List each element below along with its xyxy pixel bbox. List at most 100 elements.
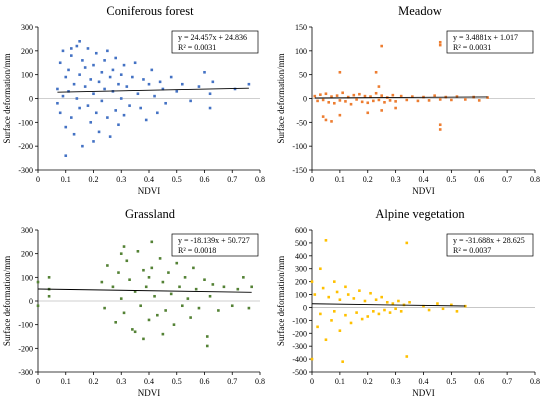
data-point [310,280,314,283]
data-point [333,280,336,283]
data-point [78,40,81,43]
data-point [78,106,81,110]
data-point [438,40,442,44]
data-point [394,307,397,311]
data-point [133,330,137,334]
data-point [150,266,154,270]
chart-panel-1: Coniferous forest3002001000-100-200-3000… [2,4,265,196]
data-point [61,94,65,98]
x-tick-label: 0.5 [446,175,456,184]
data-point [97,130,101,134]
data-point [175,261,179,265]
data-point [388,311,392,314]
y-tick-label: 50 [299,71,307,80]
data-point [139,106,142,110]
data-point [319,93,322,96]
data-point [247,306,251,310]
data-point [161,87,165,91]
data-point [114,321,117,324]
y-tick-label: -50 [296,118,307,127]
data-point [321,98,325,102]
data-point [363,299,367,303]
y-tick-label: 100 [295,47,307,56]
data-point [208,106,212,110]
data-point [405,98,409,102]
r-squared: R² = 0.0018 [178,246,216,255]
data-point [324,239,328,242]
data-point [78,73,81,76]
trendline [314,96,488,99]
trendline-equation: y = -18.139x + 50.727 [178,236,250,245]
data-point [372,99,375,103]
data-point [391,302,395,305]
data-point [310,357,314,361]
data-point [125,259,129,263]
data-point [236,287,240,291]
x-axis-label: NDVI [412,388,435,398]
y-tick-label: 150 [295,23,307,32]
y-axis-label: Surface deformation/mm [2,256,12,346]
data-point [36,280,40,284]
y-tick-label: -200 [18,344,33,353]
data-point [211,80,215,84]
equation-box [446,233,534,257]
data-point [341,91,344,95]
data-point [352,93,356,97]
r-squared: R² = 0.0031 [453,43,491,52]
data-point [377,98,381,102]
y-tick-label: 0 [303,95,307,104]
data-point [205,335,209,338]
data-point [344,313,347,317]
data-point [111,285,115,289]
y-tick-label: -200 [292,329,307,338]
data-point [366,111,370,115]
data-point [335,94,339,97]
data-point [36,304,40,308]
data-point [411,95,414,98]
trendline [57,87,249,93]
data-point [316,325,319,329]
x-tick-label: 0.1 [335,377,345,386]
data-point [70,116,73,119]
data-point [247,82,251,86]
x-tick-label: 0.6 [200,377,210,386]
data-point [92,140,95,143]
data-point [153,94,156,98]
data-point [330,95,333,98]
data-point [349,321,353,325]
y-tick-label: 500 [295,239,307,248]
data-point [433,94,436,97]
data-point [81,144,84,148]
data-point [455,95,459,98]
data-point [56,101,59,105]
data-point [100,70,104,74]
data-point [70,54,73,57]
data-point [70,47,73,50]
data-point [197,85,201,88]
y-tick-label: 0 [29,297,33,306]
data-point [119,97,123,100]
x-tick-label: 0.2 [363,377,373,386]
data-point [358,289,361,292]
data-point [333,101,336,105]
y-axis-label: Surface deformation/mm [276,53,286,143]
data-point [338,113,342,117]
data-point [136,92,140,96]
x-tick-label: 0.6 [200,175,210,184]
data-point [344,100,347,103]
data-point [321,286,325,290]
data-point [122,311,126,315]
trendline [37,288,252,293]
data-point [324,118,328,122]
data-point [169,292,173,296]
y-axis-label: Surface deformation/mm [276,256,286,346]
data-point [86,47,90,50]
y-tick-label: -300 [18,166,33,175]
data-point [106,264,109,267]
y-tick-label: -100 [292,142,307,151]
data-point [324,338,328,342]
data-point [436,302,439,305]
data-point [352,297,356,300]
x-tick-label: 0.1 [61,377,71,386]
